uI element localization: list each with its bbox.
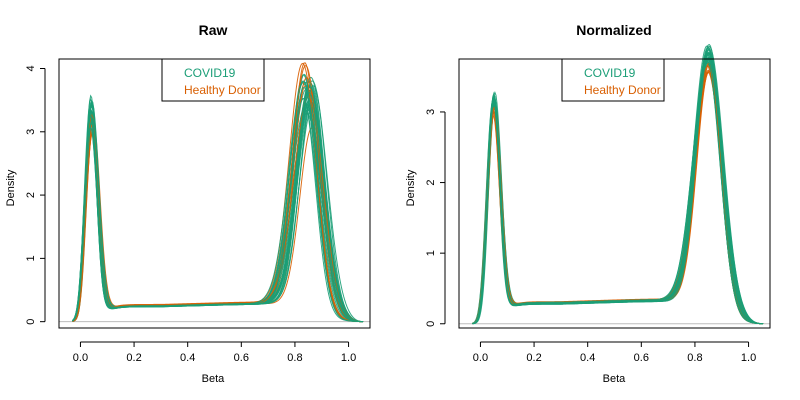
- x-tick-label: 1.0: [341, 352, 356, 364]
- chart-title: Normalized: [576, 22, 651, 38]
- y-tick-label: 3: [425, 109, 437, 115]
- x-tick-label: 0.4: [180, 352, 195, 364]
- density-curve-covid19: [472, 60, 764, 325]
- y-tick-label: 2: [25, 192, 37, 198]
- density-curve-covid19: [72, 91, 364, 323]
- legend: COVID19 Healthy Donor: [561, 58, 665, 102]
- y-axis: 0 1 2 3 4: [25, 65, 46, 325]
- x-axis: 0.0 0.2 0.4 0.6 0.8 1.0: [73, 341, 356, 364]
- x-tick-label: 0.2: [126, 352, 141, 364]
- y-tick-label: 2: [425, 179, 437, 185]
- x-tick-label: 0.0: [73, 352, 88, 364]
- x-axis: 0.0 0.2 0.4 0.6 0.8 1.0: [473, 341, 756, 364]
- y-axis-label: Density: [405, 169, 417, 206]
- density-curve-healthy-donor: [72, 62, 364, 323]
- x-tick-label: 0.4: [580, 352, 595, 364]
- chart-title: Raw: [199, 22, 228, 38]
- y-tick-label: 1: [25, 255, 37, 261]
- y-tick-label: 0: [425, 321, 437, 327]
- legend-entry-covid19: COVID19: [184, 66, 236, 80]
- y-tick-label: 1: [425, 250, 437, 256]
- x-tick-label: 1.0: [741, 352, 756, 364]
- x-tick-label: 0.8: [687, 352, 702, 364]
- density-curve-healthy-donor: [472, 62, 764, 325]
- x-tick-label: 0.2: [526, 352, 541, 364]
- legend-entry-covid19: COVID19: [584, 66, 636, 80]
- y-tick-label: 3: [25, 129, 37, 135]
- density-curve-covid19: [472, 62, 764, 325]
- x-axis-label: Beta: [202, 373, 226, 385]
- y-tick-label: 0: [25, 319, 37, 325]
- legend-box: [161, 58, 265, 102]
- density-curve-covid19: [472, 62, 764, 325]
- density-curve-covid19: [472, 62, 764, 325]
- x-tick-label: 0.6: [234, 352, 249, 364]
- x-tick-label: 0.8: [287, 352, 302, 364]
- x-tick-label: 0.6: [634, 352, 649, 364]
- density-curves: [472, 43, 764, 325]
- legend-entry-healthy-donor: Healthy Donor: [584, 83, 661, 97]
- x-axis-label: Beta: [603, 373, 627, 385]
- legend-box: [561, 58, 665, 102]
- legend-entry-healthy-donor: Healthy Donor: [184, 83, 261, 97]
- density-curves: [72, 62, 364, 323]
- panel-raw: Raw 0.0 0.2 0.4 0.6 0.8 1.0 0 1 2 3 4 Beta Densit…: [5, 22, 371, 385]
- y-axis-label: Density: [5, 169, 17, 206]
- y-axis: 0 1 2 3: [425, 109, 446, 327]
- y-tick-label: 4: [25, 65, 37, 71]
- density-curve-covid19: [472, 43, 764, 325]
- x-tick-label: 0.0: [473, 352, 488, 364]
- legend: COVID19 Healthy Donor: [161, 58, 265, 102]
